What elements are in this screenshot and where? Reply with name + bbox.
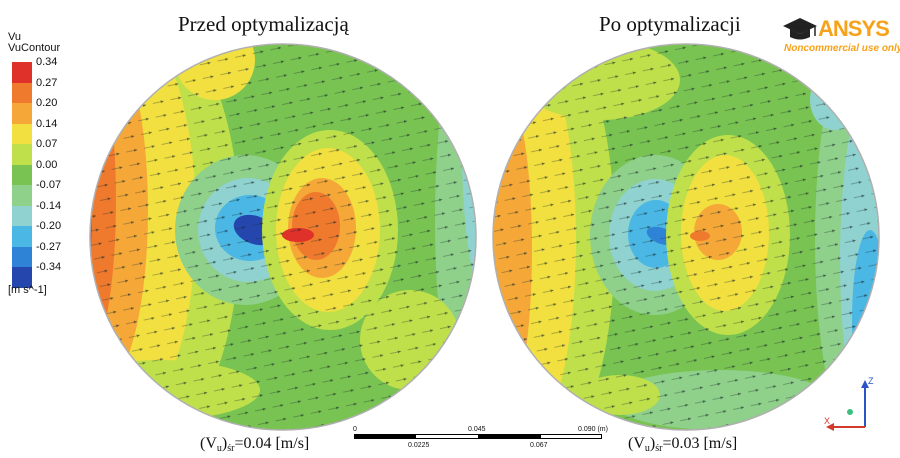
legend-tick-label: 0.34 xyxy=(36,56,58,68)
legend-color-swatch xyxy=(12,185,32,206)
legend-tick-label: 0.14 xyxy=(36,117,58,130)
legend-units: [m s^-1] xyxy=(8,284,47,296)
legend-tick-label: -0.14 xyxy=(36,199,62,212)
caption-paren: ) xyxy=(649,435,656,452)
legend-color-swatch xyxy=(12,246,32,267)
legend-color-swatch xyxy=(12,164,32,185)
axis-z-label: Z xyxy=(868,376,874,386)
caption-subscript-sr: śr xyxy=(655,443,663,454)
axis-x-label: X xyxy=(824,416,831,426)
contour-plot-after xyxy=(493,44,879,430)
legend-color-swatch xyxy=(12,103,32,124)
caption-mean-velocity-after: (Vu)śr=0.03 [m/s] xyxy=(628,435,737,454)
scale-label-0067: 0.067 xyxy=(530,442,548,449)
caption-mean-velocity-before: (Vu)śr=0.04 [m/s] xyxy=(200,435,309,454)
legend-color-swatch xyxy=(12,82,32,103)
graduation-cap-icon xyxy=(783,18,817,40)
scale-segment-4 xyxy=(540,434,602,439)
noncommercial-note: Noncommercial use only xyxy=(784,43,900,54)
legend-color-swatch xyxy=(12,205,32,226)
scale-label-00225: 0.0225 xyxy=(408,442,430,449)
scale-segment-1 xyxy=(354,434,416,439)
axis-triad: Z X xyxy=(820,372,880,434)
legend-tick-label: 0.07 xyxy=(36,138,58,150)
title-after-optimization: Po optymalizacji xyxy=(599,12,741,36)
legend-color-swatch xyxy=(12,123,32,144)
legend-color-swatch xyxy=(12,144,32,165)
caption-subscript-u: u xyxy=(644,443,650,454)
legend-variable: Vu xyxy=(8,31,22,43)
scale-segment-2 xyxy=(416,434,478,439)
legend-color-swatch xyxy=(12,267,32,288)
axis-triad-icon xyxy=(826,380,869,431)
ansys-logo: ANSYS Noncommercial use only xyxy=(782,14,900,60)
caption-prefix: (V xyxy=(200,435,217,452)
legend-color-swatch xyxy=(12,226,32,247)
scale-segment-3 xyxy=(478,434,540,439)
scale-bar: 0 0.045 0.090 (m) 0.0225 0.067 xyxy=(350,422,610,452)
legend-tick-label: -0.07 xyxy=(36,179,62,191)
legend-tick-label: -0.27 xyxy=(36,240,62,253)
scale-label-0: 0 xyxy=(353,426,357,433)
legend-tick-label: -0.20 xyxy=(36,220,62,232)
legend-tick-label: 0.00 xyxy=(36,158,58,171)
legend-tick-label: 0.20 xyxy=(36,97,58,109)
caption-subscript-u: u xyxy=(216,443,222,454)
color-legend: Vu VuContour 0.34 0.27 0.20 0.14 0.07 0.00 -0.… xyxy=(8,31,88,297)
scale-label-0045: 0.045 xyxy=(468,426,486,433)
ansys-logo-word: ANSYS xyxy=(818,16,890,41)
legend-color-swatch xyxy=(12,62,32,83)
contour-plot-before xyxy=(90,44,476,430)
title-before-optimization: Przed optymalizacją xyxy=(178,12,349,36)
caption-prefix: (V xyxy=(628,435,645,452)
legend-name: VuContour xyxy=(8,42,61,54)
legend-tick-label: 0.27 xyxy=(36,76,58,89)
scale-label-0090: 0.090 (m) xyxy=(578,426,608,433)
caption-value: =0.04 [m/s] xyxy=(234,435,310,452)
legend-tick-label: -0.34 xyxy=(36,261,62,273)
caption-subscript-sr: śr xyxy=(227,443,235,454)
caption-value: =0.03 [m/s] xyxy=(662,435,738,452)
caption-paren: ) xyxy=(221,435,228,452)
